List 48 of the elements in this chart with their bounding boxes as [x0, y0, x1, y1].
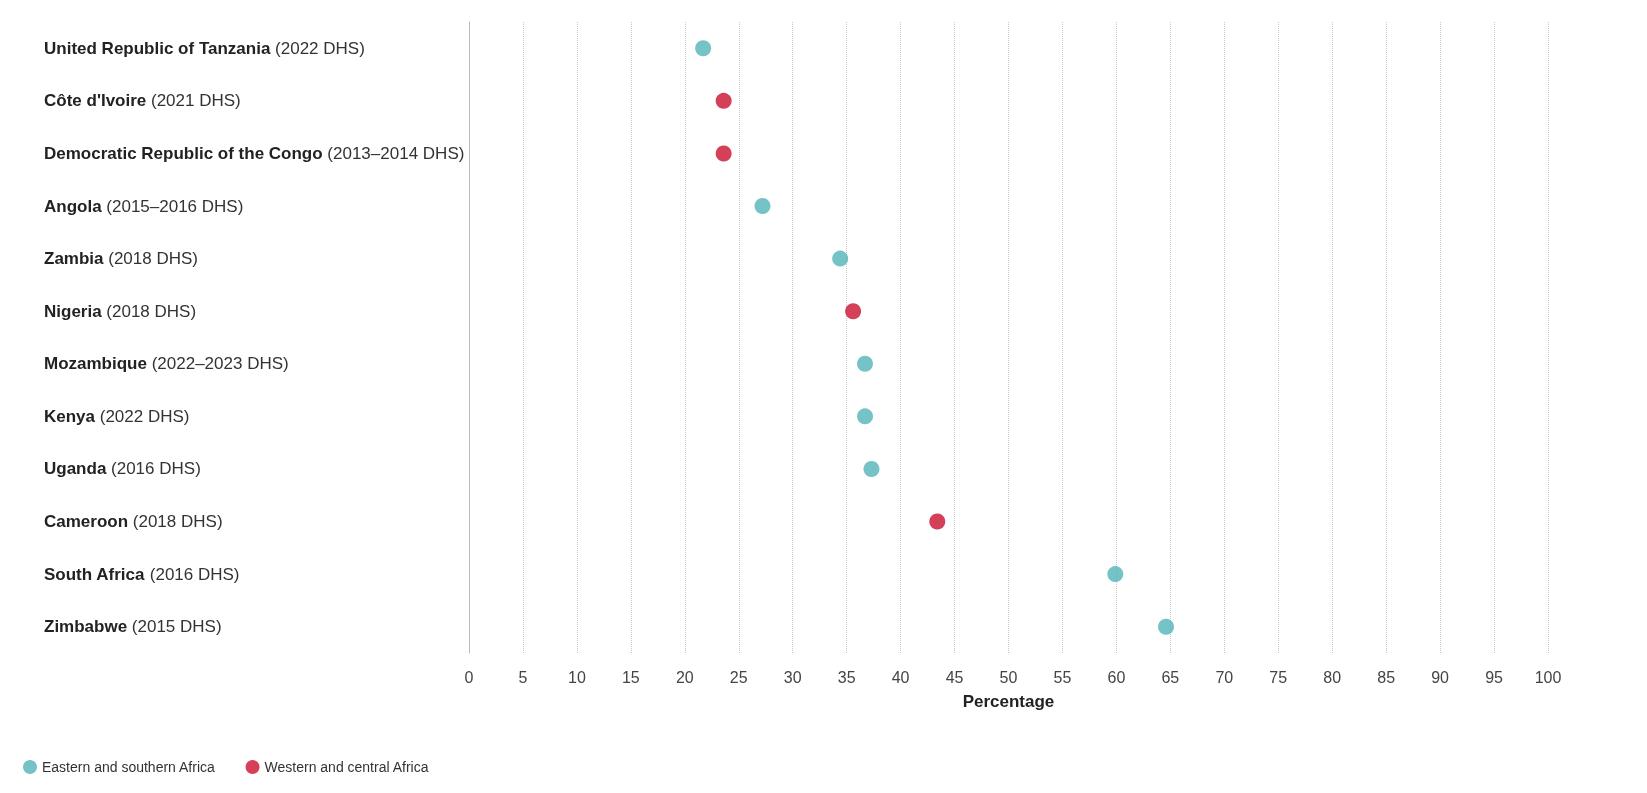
- x-tick-label: 15: [621, 668, 640, 686]
- y-tick-label: United Republic of Tanzania (2022 DHS): [44, 38, 365, 58]
- point: [754, 198, 771, 215]
- y-tick-label: Zimbabwe (2015 DHS): [44, 617, 222, 637]
- x-axis-title: Percentage: [962, 692, 1055, 711]
- point: [857, 355, 873, 372]
- x-tick-label: 80: [1323, 668, 1342, 686]
- x-tick-label: 20: [675, 668, 694, 686]
- y-tick-label: Cameroon (2018 DHS): [44, 512, 223, 532]
- x-tick-label: 45: [945, 668, 964, 686]
- point: [1158, 618, 1175, 635]
- point: [1107, 566, 1124, 583]
- point: [832, 250, 849, 267]
- point: [845, 303, 862, 320]
- x-tick-label: 5: [518, 668, 528, 686]
- x-tick-label: 30: [783, 668, 802, 686]
- y-tick-label: South Africa (2016 DHS): [44, 564, 240, 584]
- y-tick-label: Côte d'Ivoire (2021 DHS): [44, 91, 241, 111]
- x-tick-label: 90: [1431, 668, 1450, 686]
- x-tick-label: 50: [999, 668, 1018, 686]
- y-tick-label: Zambia (2018 DHS): [44, 249, 198, 269]
- point: [715, 145, 732, 162]
- x-tick-label: 35: [837, 668, 856, 686]
- x-tick-label: 85: [1377, 668, 1396, 686]
- x-tick-label: 0: [464, 668, 474, 686]
- point: [715, 92, 732, 109]
- point: [695, 40, 712, 57]
- x-tick-label: 60: [1107, 668, 1126, 686]
- x-tick-label: 10: [568, 668, 586, 686]
- legend-label: Eastern and southern Africa: [42, 759, 215, 775]
- legend-label: Western and central Africa: [264, 759, 429, 775]
- point: [857, 408, 873, 425]
- y-tick-label: Mozambique (2022–2023 DHS): [44, 354, 289, 374]
- y-tick-label: Nigeria (2018 DHS): [44, 301, 197, 321]
- y-tick-label: Uganda (2016 DHS): [44, 459, 201, 479]
- x-tick-label: 65: [1161, 668, 1180, 686]
- y-tick-label: Kenya (2022 DHS): [44, 406, 190, 426]
- x-tick-label: 25: [729, 668, 748, 686]
- y-tick-label: Angola (2015–2016 DHS): [44, 196, 244, 216]
- x-tick-label: 70: [1215, 668, 1234, 686]
- x-tick-label: 40: [891, 668, 910, 686]
- x-tick-label: 95: [1485, 668, 1504, 686]
- point: [863, 460, 880, 477]
- x-tick-label: 100: [1534, 668, 1562, 686]
- x-tick-label: 55: [1053, 668, 1072, 686]
- x-tick-label: 75: [1269, 668, 1288, 686]
- y-tick-label: Democratic Republic of the Congo (2013–2014 DHS): [44, 143, 465, 163]
- point: [929, 513, 946, 530]
